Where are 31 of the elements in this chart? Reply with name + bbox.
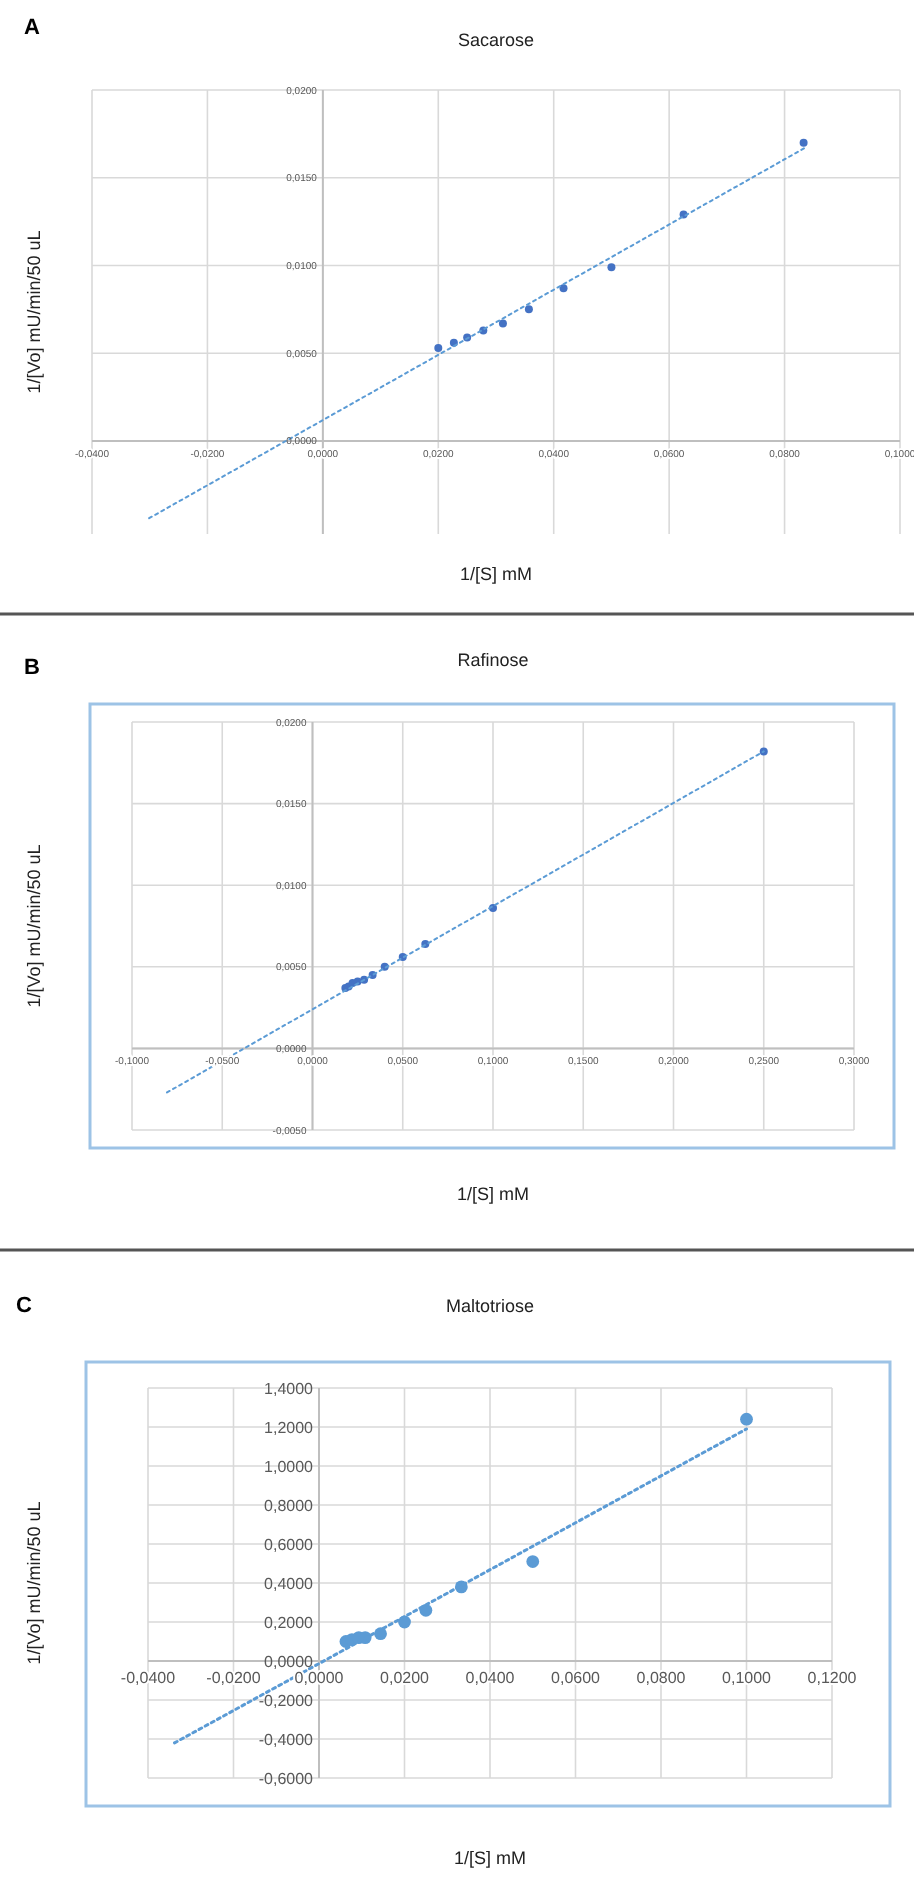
y-axis-title: 1/[Vo] mU/min/50 uL: [24, 844, 44, 1008]
text: A: [24, 16, 40, 40]
x-tick-label: 0,0600: [551, 1669, 602, 1687]
text: C: [16, 1294, 32, 1318]
x-tick-label: 0,0800: [636, 1669, 687, 1687]
y-tick-label: 0,6000: [264, 1535, 315, 1554]
x-tick-label: 0,0200: [380, 1669, 431, 1687]
y-axis-title: 1/[Vo] mU/min/50 uL: [24, 230, 44, 394]
y-tick-label: 0,0000: [264, 1652, 315, 1671]
y-axis-title: 1/[Vo] mU/min/50 uL: [24, 1501, 44, 1665]
chart-title: Sacarose: [457, 30, 535, 50]
y-tick-label: -0,2000: [258, 1691, 315, 1710]
chart-title: Rafinose: [457, 650, 529, 670]
y-tick-label: -0,6000: [258, 1769, 315, 1788]
x-axis-title: 1/[S] mM: [453, 1848, 527, 1868]
x-axis-title: 1/[S] mM: [459, 564, 533, 584]
y-tick-label: 1,0000: [264, 1457, 315, 1476]
chart-title: Maltotriose: [445, 1296, 535, 1316]
x-tick-label: 0,0400: [465, 1669, 516, 1687]
x-axis-title: 1/[S] mM: [456, 1184, 530, 1204]
x-tick-label: 0,1000: [722, 1669, 773, 1687]
y-tick-label: 0,8000: [264, 1496, 315, 1515]
y-tick-label: 1,4000: [264, 1379, 315, 1398]
x-tick-label: 0,1200: [807, 1669, 858, 1687]
y-tick-label: 1,2000: [264, 1418, 315, 1437]
x-tick-label: -0,0400: [120, 1669, 177, 1687]
y-tick-label: 0,4000: [264, 1574, 315, 1593]
y-tick-label: 0,2000: [264, 1613, 315, 1632]
y-tick-label: -0,4000: [258, 1730, 315, 1749]
x-tick-label: -0,0200: [206, 1669, 262, 1687]
text: B: [24, 656, 40, 680]
